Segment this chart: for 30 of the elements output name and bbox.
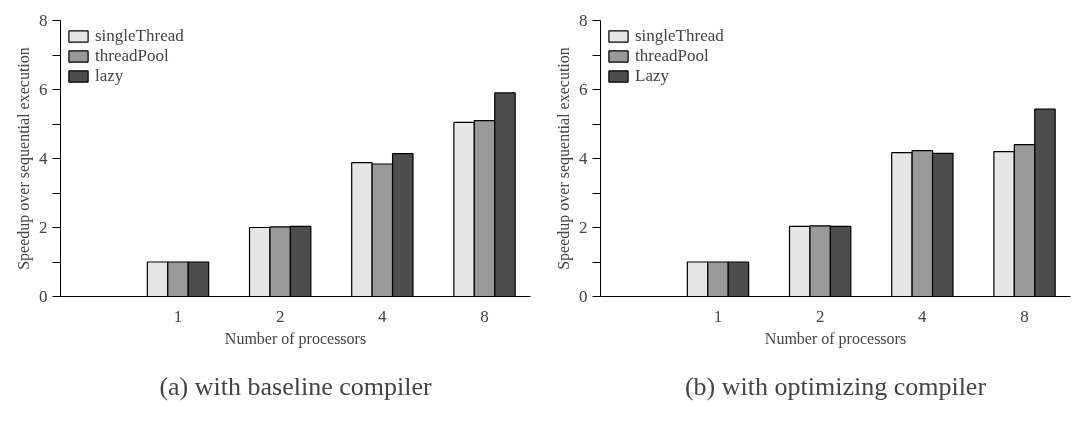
y-tick-label: 2 bbox=[39, 218, 48, 237]
x-tick-label: 1 bbox=[713, 306, 723, 326]
x-axis-title: Number of processors bbox=[224, 329, 367, 348]
legend-label: threadPool bbox=[635, 46, 709, 66]
y-tick-label: 8 bbox=[39, 11, 48, 30]
y-tick-label: 2 bbox=[579, 218, 588, 237]
x-tick-label: 4 bbox=[378, 306, 388, 326]
legend-label: lazy bbox=[95, 66, 124, 86]
legend-label: threadPool bbox=[95, 46, 169, 66]
x-tick-label: 2 bbox=[815, 306, 825, 326]
y-tick-label: 0 bbox=[579, 287, 588, 306]
text: (a) with baseline compiler bbox=[159, 371, 432, 401]
y-tick-label: 8 bbox=[579, 11, 588, 30]
legend-label: Lazy bbox=[635, 66, 669, 86]
y-tick-label: 6 bbox=[39, 80, 48, 99]
x-axis-title: Number of processors bbox=[764, 329, 907, 348]
y-tick-label: 6 bbox=[579, 80, 588, 99]
x-tick-label: 2 bbox=[275, 306, 285, 326]
y-axis-title: Speedup over sequential execution bbox=[555, 47, 573, 270]
y-tick-label: 4 bbox=[579, 149, 588, 168]
y-tick-label: 4 bbox=[39, 149, 48, 168]
y-tick-label: 0 bbox=[39, 287, 48, 306]
x-tick-label: 4 bbox=[918, 306, 928, 326]
x-tick-label: 8 bbox=[1020, 306, 1029, 326]
legend-label: singleThread bbox=[95, 26, 184, 46]
legend-label: singleThread bbox=[635, 26, 724, 46]
x-tick-label: 8 bbox=[480, 306, 489, 326]
x-tick-label: 1 bbox=[173, 306, 183, 326]
text: (b) with optimizing compiler bbox=[684, 371, 987, 401]
y-axis-title: Speedup over sequential execution bbox=[15, 47, 33, 270]
